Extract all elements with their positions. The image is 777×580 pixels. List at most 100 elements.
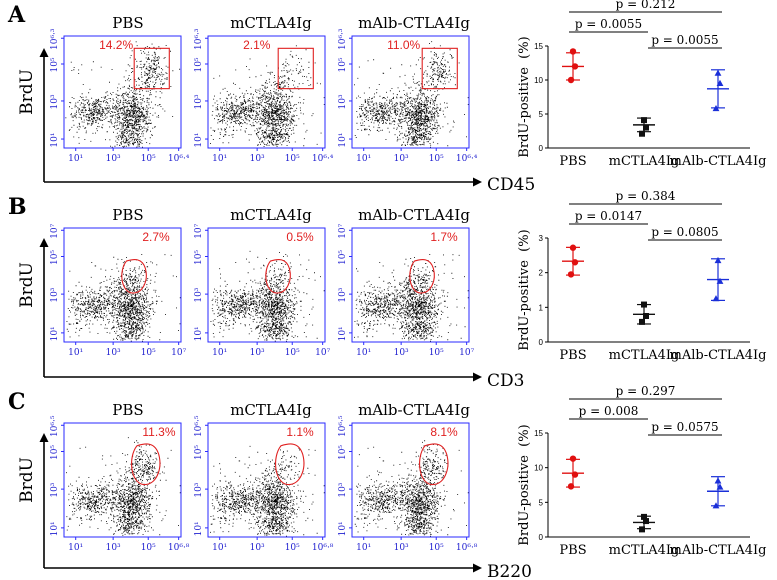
x-tick-label: 10¹ xyxy=(356,543,371,553)
x-tick-label: 10⁵ xyxy=(285,154,300,164)
x-tick-label: 10³ xyxy=(250,154,265,164)
data-point xyxy=(716,483,724,490)
data-point xyxy=(569,48,577,55)
gate xyxy=(275,443,305,486)
y-axis-label: BrdU xyxy=(17,262,37,308)
gate xyxy=(277,47,314,90)
y-tick-label: 10⁵ xyxy=(50,445,60,460)
y-tick-label: 10³ xyxy=(50,287,60,302)
x-tick-label: 10³ xyxy=(250,348,265,358)
x-tick-label: 10⁵ xyxy=(429,348,444,358)
summary-category-label: mCTLA4Ig xyxy=(609,154,680,169)
flow-dots xyxy=(66,254,181,342)
summary-category-label: PBS xyxy=(559,154,586,169)
pvalue-label: p = 0.0055 xyxy=(575,17,642,31)
summary-category-label: mAlb-CTLA4Ig xyxy=(670,348,767,363)
gate xyxy=(419,443,449,486)
y-tick-label: 10⁶·³ xyxy=(50,28,60,50)
flow-plot-2: mAlb-CTLA4Ig 11.0% 10¹ 10³ 10⁵ 10⁶·⁴ 10¹ 10³ 10⁵… xyxy=(338,14,478,164)
data-point xyxy=(571,259,579,266)
pvalue-label: p = 0.212 xyxy=(616,0,676,11)
gate-percent: 11.3% xyxy=(142,425,175,439)
plot-frame xyxy=(63,422,182,538)
x-tick-label: 10¹ xyxy=(356,348,371,358)
x-tick-label: 10⁷ xyxy=(171,348,186,358)
y-tick-label: 10³ xyxy=(194,482,204,497)
data-point xyxy=(641,117,647,124)
data-point xyxy=(716,277,724,284)
pvalue-label: p = 0.297 xyxy=(616,384,676,398)
data-point xyxy=(567,483,575,490)
y-axis-label: BrdU xyxy=(17,457,37,503)
summary-category-label: mAlb-CTLA4Ig xyxy=(670,543,767,558)
x-tick-label: 10⁵ xyxy=(285,543,300,553)
y-tick-label: 10³ xyxy=(194,287,204,302)
y-arrow-head xyxy=(39,48,49,57)
summary-y-tick-label: 5 xyxy=(539,498,544,507)
flow-dots xyxy=(354,440,469,537)
x-tick-label: 10⁷ xyxy=(459,348,474,358)
x-tick-label: 10⁵ xyxy=(141,348,156,358)
plot-title: PBS xyxy=(112,401,143,419)
data-point xyxy=(643,313,649,319)
flow-plot-1: mCTLA4Ig 2.1% 10¹ 10³ 10⁵ 10⁶·⁴ 10¹ 10³ 10⁵ 10⁶·³ xyxy=(194,14,334,164)
plot-title: mAlb-CTLA4Ig xyxy=(358,14,470,32)
data-point xyxy=(643,124,649,131)
y-tick-label: 10⁷ xyxy=(194,223,204,238)
gate xyxy=(409,258,435,294)
summary-category-label: PBS xyxy=(559,543,586,558)
x-axis-label: CD45 xyxy=(487,175,535,195)
data-point xyxy=(643,518,649,525)
summary-category-label: mCTLA4Ig xyxy=(609,543,680,558)
y-tick-label: 10¹ xyxy=(194,133,204,148)
data-point xyxy=(712,104,720,112)
y-tick-label: 10⁵ xyxy=(50,57,60,72)
x-tick-label: 10³ xyxy=(106,543,121,553)
x-tick-label: 10⁵ xyxy=(285,348,300,358)
plot-frame xyxy=(351,227,470,343)
data-point xyxy=(569,244,577,251)
pvalue-label: p = 0.0805 xyxy=(651,225,718,239)
summary-plot: 0 1 2 3 BrdU-positive (%) PBS mCTLA4IgmAlb-CTL… xyxy=(517,189,766,363)
gate-percent: 11.0% xyxy=(387,38,420,52)
plot-title: mCTLA4Ig xyxy=(230,14,312,32)
y-tick-label: 10⁷ xyxy=(50,223,60,238)
y-tick-label: 10¹ xyxy=(338,521,348,536)
plot-frame xyxy=(351,422,470,538)
y-tick-label: 10¹ xyxy=(194,521,204,536)
summary-category-label: PBS xyxy=(559,348,586,363)
data-point xyxy=(641,513,647,520)
y-tick-label: 10³ xyxy=(50,94,60,109)
gate-percent: 8.1% xyxy=(430,425,458,439)
summary-y-tick-label: 10 xyxy=(534,464,543,473)
y-tick-label: 10⁶·⁵ xyxy=(338,415,348,437)
x-tick-label: 10⁶·⁴ xyxy=(168,154,190,164)
y-axis-label: BrdU xyxy=(17,69,37,115)
gate-percent: 2.7% xyxy=(142,230,170,244)
y-tick-label: 10⁵ xyxy=(194,250,204,265)
y-arrow-head xyxy=(39,433,49,442)
y-tick-label: 10⁷ xyxy=(338,223,348,238)
gate xyxy=(121,258,147,294)
x-axis-label: CD3 xyxy=(487,371,524,391)
summary-y-tick-label: 3 xyxy=(539,234,544,243)
gate-percent: 1.1% xyxy=(286,425,314,439)
x-tick-label: 10⁶·⁸ xyxy=(312,543,334,553)
gate xyxy=(265,258,291,294)
x-arrow-head xyxy=(473,177,482,187)
flow-dots xyxy=(66,437,181,536)
gate-percent: 2.1% xyxy=(243,38,271,52)
gate xyxy=(131,443,161,486)
y-tick-label: 10⁶·³ xyxy=(338,28,348,50)
data-point xyxy=(639,318,645,325)
panel-letter: C xyxy=(8,389,26,415)
data-point xyxy=(571,471,579,478)
flow-plot-0: PBS 14.2% 10¹ 10³ 10⁵ 10⁶·⁴ 10¹ 10³ 10⁵ 10⁶·³ xyxy=(50,14,190,164)
x-tick-label: 10¹ xyxy=(68,543,83,553)
x-tick-label: 10¹ xyxy=(68,348,83,358)
summary-y-tick-label: 1 xyxy=(539,303,544,312)
summary-y-label: BrdU-positive (%) xyxy=(517,424,532,545)
x-tick-label: 10⁶·⁴ xyxy=(312,154,334,164)
